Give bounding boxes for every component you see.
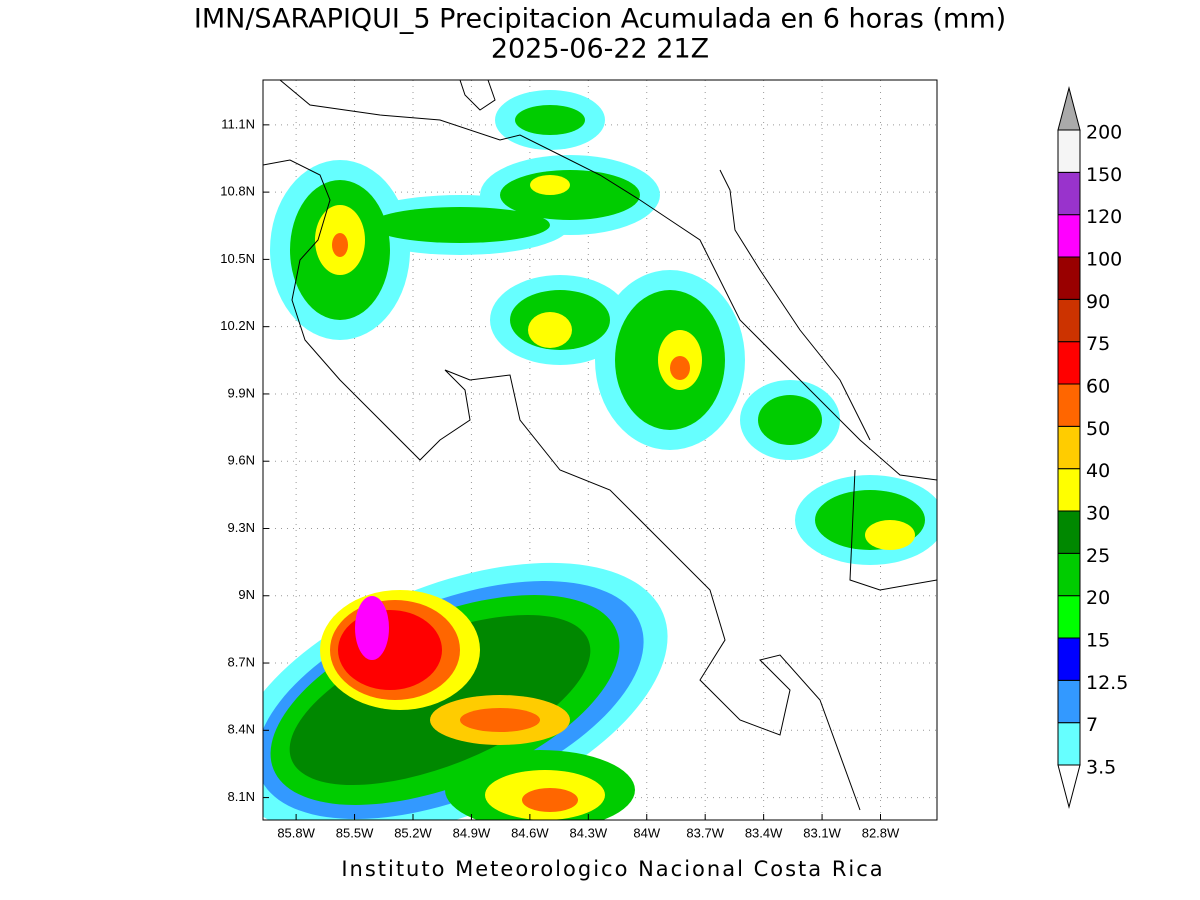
colorbar-label: 75 [1086,333,1110,355]
colorbar-label: 60 [1086,376,1110,398]
x-tick-label: 83.1W [803,825,841,840]
colorbar-label: 100 [1086,249,1122,271]
colorbar-box [1057,298,1081,343]
colorbar-box [1057,468,1081,512]
colorbar-box [1057,129,1081,173]
colorbar-box [1057,383,1081,427]
precip-field [263,90,937,820]
colorbar-label: 25 [1086,545,1110,567]
colorbar-over [1057,86,1081,131]
subtitle: 2025-06-22 21Z [491,34,709,65]
colorbar-box [1057,256,1081,300]
colorbar-box [1057,637,1081,681]
y-tick-label: 8.1N [228,789,255,804]
colorbar-box [1057,722,1081,766]
colorbar-label: 120 [1086,206,1122,228]
y-tick-label: 11.1N [221,116,255,131]
x-tick-label: 84W [633,825,660,840]
y-tick-label: 10.5N [220,251,255,266]
footer: Instituto Meteorologico Nacional Costa R… [341,857,884,881]
y-tick-label: 9.6N [228,453,255,468]
colorbar-label: 30 [1086,503,1110,525]
colorbar-box [1057,341,1081,385]
map-frame [262,79,938,821]
y-tick-label: 10.8N [220,184,255,199]
colorbar-label: 150 [1086,164,1122,186]
x-tick-label: 84.9W [453,825,491,840]
colorbar-box [1057,510,1081,554]
colorbar-label: 50 [1086,418,1110,440]
colorbar-label: 15 [1086,630,1110,652]
y-tick-label: 9.3N [228,520,255,535]
colorbar-label: 12.5 [1086,672,1128,694]
x-tick-label: 84.3W [570,825,608,840]
colorbar-box [1057,214,1081,258]
y-tick-label: 10.2N [220,318,255,333]
x-tick-label: 83.7W [686,825,724,840]
colorbar-box [1057,595,1081,639]
colorbar-box [1057,679,1081,724]
x-tick-label: 82.8W [862,825,900,840]
colorbar: 3.5 7 12.5 15 20 25 30 40 50 60 75 90 100 120 150 200 [1057,86,1128,809]
y-tick-label: 8.7N [228,654,255,669]
colorbar-box [1057,171,1081,216]
x-tick-label: 85.8W [277,825,315,840]
y-tick-label: 8.4N [228,722,255,737]
colorbar-box [1057,425,1081,470]
title: IMN/SARAPIQUI_5 Precipitacion Acumulada … [194,4,1006,35]
x-tick-label: 83.4W [745,825,783,840]
colorbar-label: 20 [1086,587,1110,609]
colorbar-box [1057,552,1081,597]
x-tick-label: 85.5W [336,825,374,840]
colorbar-label: 7 [1086,714,1098,736]
colorbar-label: 3.5 [1086,757,1116,779]
y-tick-label: 9N [238,587,255,602]
colorbar-label: 200 [1086,122,1122,144]
coastline [263,80,937,811]
x-tick-label: 85.2W [394,825,432,840]
colorbar-label: 90 [1086,291,1110,313]
y-tick-label: 9.9N [228,385,255,400]
colorbar-under [1057,764,1081,809]
x-tick-label: 84.6W [511,825,549,840]
colorbar-label: 40 [1086,460,1110,482]
